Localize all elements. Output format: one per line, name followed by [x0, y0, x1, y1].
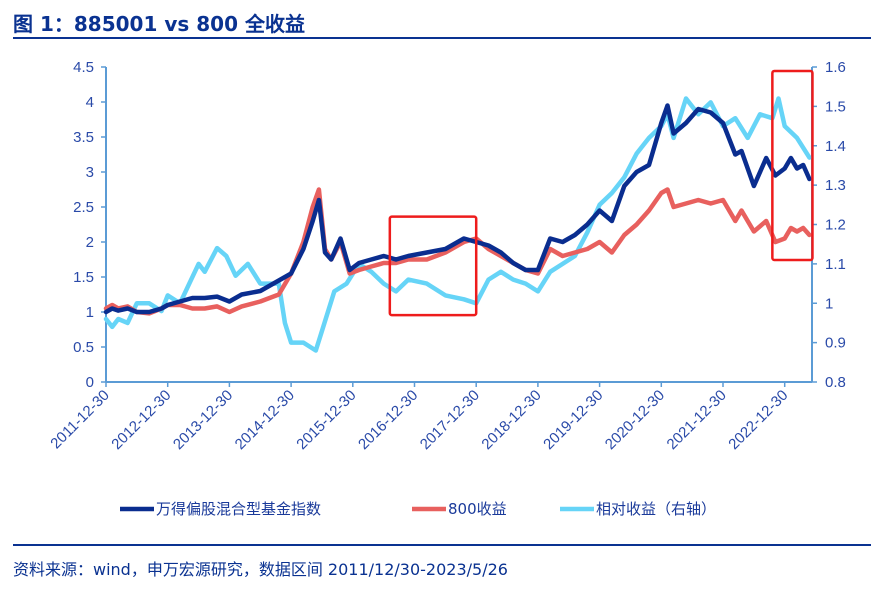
legend-label-1: 万得偏股混合型基金指数	[156, 500, 321, 518]
legend: 万得偏股混合型基金指数 800收益 相对收益（右轴）	[120, 500, 716, 518]
y-tick-label: 4	[86, 94, 94, 111]
y-tick-label: 0	[86, 374, 94, 391]
y-tick-label: 4.5	[73, 59, 94, 76]
y-tick-label: 3	[86, 164, 94, 181]
highlight-box-2	[771, 69, 814, 262]
x-tick-label: 2020-12-30	[602, 387, 668, 453]
footer-divider	[13, 544, 871, 546]
x-tick-label: 2021-12-30	[664, 387, 730, 453]
y2-tick-label: 1.5	[825, 98, 846, 115]
x-tick-label: 2011-12-30	[47, 387, 112, 452]
y-tick-label: 2	[86, 234, 94, 251]
x-tick-label: 2012-12-30	[108, 387, 174, 453]
legend-label-3: 相对收益（右轴）	[596, 500, 716, 518]
x-tick-label: 2017-12-30	[417, 387, 483, 453]
series-lines	[103, 96, 812, 353]
x-tick-label: 2018-12-30	[478, 387, 544, 453]
y-tick-label: 1	[86, 304, 94, 321]
source-note: 资料来源：wind，申万宏源研究，数据区间 2011/12/30-2023/5/…	[13, 560, 508, 579]
x-tick-label: 2015-12-30	[293, 387, 359, 453]
y-tick-label: 3.5	[73, 129, 94, 146]
legend-label-2: 800收益	[448, 500, 507, 518]
x-tick-label: 2019-12-30	[540, 387, 606, 453]
x-tick-label: 2022-12-30	[725, 387, 791, 453]
y2-tick-label: 0.9	[825, 335, 846, 352]
series-line-3	[103, 96, 812, 353]
y2-tick-label: 1.6	[825, 59, 846, 76]
y2-tick-label: 0.8	[825, 374, 846, 391]
chart-title: 图 1：885001 vs 800 全收益	[13, 12, 305, 36]
annotations	[388, 69, 814, 317]
x-tick-label: 2013-12-30	[170, 387, 236, 453]
y2-tick-label: 1.2	[825, 217, 846, 234]
y-tick-label: 2.5	[73, 199, 94, 216]
series-line-2	[103, 187, 812, 316]
y2-tick-label: 1.3	[825, 177, 846, 194]
y-tick-label: 0.5	[73, 339, 94, 356]
y2-tick-label: 1.1	[825, 256, 846, 273]
y-tick-label: 1.5	[73, 269, 94, 286]
axes: 0 0.5 1 1.5 2 2.5 3 3.5 4 4.5 0.8 0.9 1 1.1 1.2 1.3 1.4 1…	[47, 59, 846, 453]
y2-tick-label: 1.4	[825, 138, 846, 155]
line-chart: 0 0.5 1 1.5 2 2.5 3 3.5 4 4.5 0.8 0.9 1 1.1 1.2 1.3 1.4 1…	[47, 59, 846, 518]
series-line-1	[103, 103, 812, 315]
x-tick-label: 2014-12-30	[232, 387, 298, 453]
highlight-box-1	[388, 215, 478, 317]
x-tick-label: 2016-12-30	[355, 387, 421, 453]
y2-tick-label: 1	[825, 295, 833, 312]
title-divider	[13, 37, 871, 39]
